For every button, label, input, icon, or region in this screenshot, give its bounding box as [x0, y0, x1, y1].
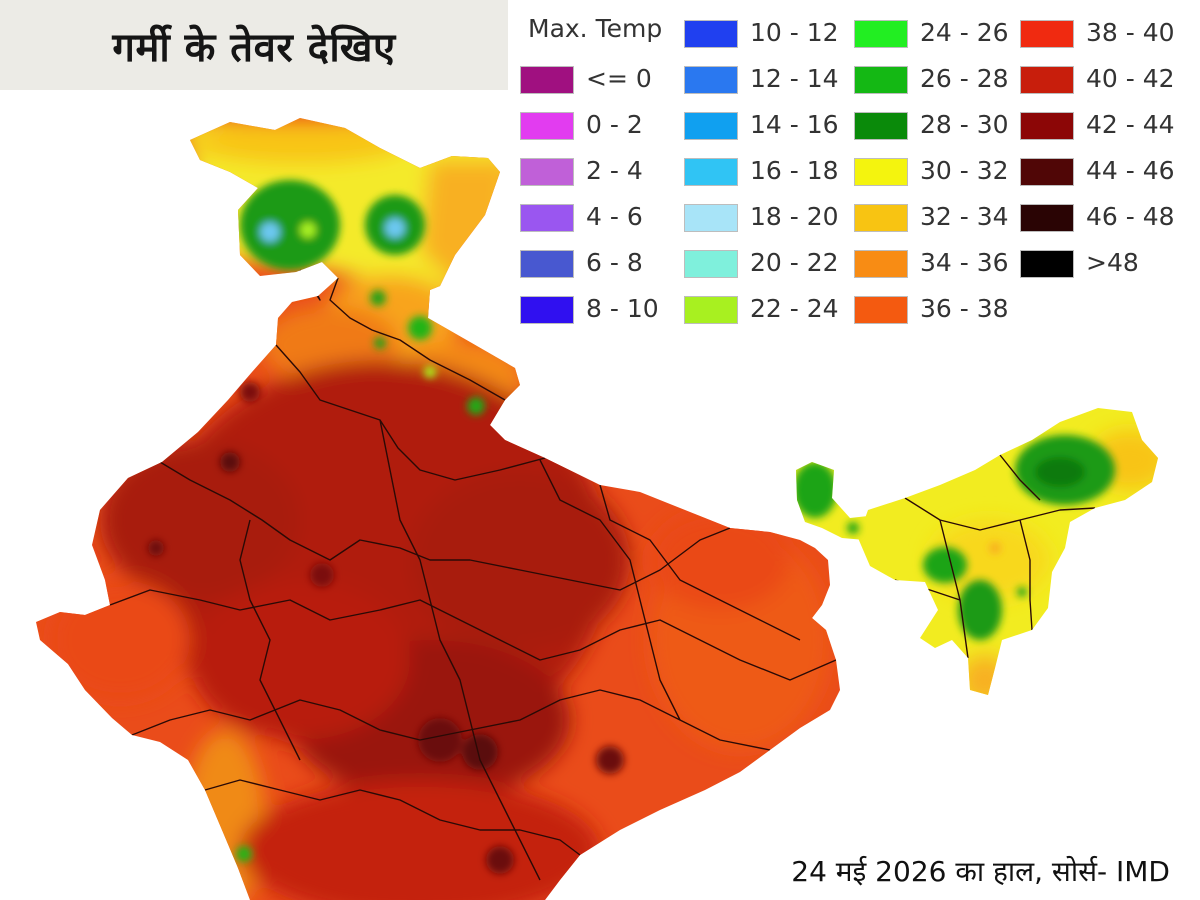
legend-label: 26 - 28	[920, 64, 1009, 93]
legend-swatch	[1020, 204, 1074, 232]
legend-swatch	[684, 66, 738, 94]
legend-swatch	[1020, 66, 1074, 94]
legend-item: 30 - 32	[854, 154, 1024, 190]
legend-swatch	[1020, 20, 1074, 48]
legend-label: 2 - 4	[586, 156, 643, 185]
legend-item: 22 - 24	[684, 292, 854, 328]
legend-swatch	[1020, 158, 1074, 186]
legend-label: 30 - 32	[920, 156, 1009, 185]
legend-swatch	[854, 20, 908, 48]
legend-label: 34 - 36	[920, 248, 1009, 277]
legend-label: 18 - 20	[750, 202, 839, 231]
legend-item: 46 - 48	[1020, 200, 1190, 236]
legend-label: 4 - 6	[586, 202, 643, 231]
legend-item: 6 - 8	[520, 246, 690, 282]
legend-label: 44 - 46	[1086, 156, 1175, 185]
legend-swatch	[684, 112, 738, 140]
legend-swatch	[1020, 250, 1074, 278]
legend-item: 12 - 14	[684, 62, 854, 98]
legend-swatch	[684, 296, 738, 324]
legend-label: 20 - 22	[750, 248, 839, 277]
legend-label: 16 - 18	[750, 156, 839, 185]
legend-item: 28 - 30	[854, 108, 1024, 144]
legend-label: 40 - 42	[1086, 64, 1175, 93]
legend-label: 38 - 40	[1086, 18, 1175, 47]
legend-title: Max. Temp	[528, 14, 663, 43]
legend-label: 28 - 30	[920, 110, 1009, 139]
legend-item: 32 - 34	[854, 200, 1024, 236]
legend-item: 34 - 36	[854, 246, 1024, 282]
legend-swatch	[854, 66, 908, 94]
legend-swatch	[854, 204, 908, 232]
legend-label: 24 - 26	[920, 18, 1009, 47]
legend-panel: Max. Temp <= 0 0 - 2 2 - 4 4 - 6 6 - 8 8 - 10…	[520, 4, 1200, 324]
legend-item: 44 - 46	[1020, 154, 1190, 190]
legend-item: 26 - 28	[854, 62, 1024, 98]
legend-swatch	[520, 250, 574, 278]
legend-item: <= 0	[520, 62, 690, 98]
legend-swatch	[854, 296, 908, 324]
legend-swatch	[520, 158, 574, 186]
legend-item: 8 - 10	[520, 292, 690, 328]
legend-swatch	[854, 158, 908, 186]
legend-label: <= 0	[586, 64, 652, 93]
legend-item: 20 - 22	[684, 246, 854, 282]
legend-item: 16 - 18	[684, 154, 854, 190]
legend-label: 6 - 8	[586, 248, 643, 277]
legend-item: 18 - 20	[684, 200, 854, 236]
legend-swatch	[684, 20, 738, 48]
legend-swatch	[854, 112, 908, 140]
legend-item: 36 - 38	[854, 292, 1024, 328]
legend-item: 40 - 42	[1020, 62, 1190, 98]
legend-label: 0 - 2	[586, 110, 643, 139]
legend-swatch	[684, 250, 738, 278]
legend-swatch	[854, 250, 908, 278]
headline-banner: गर्मी के तेवर देखिए	[0, 0, 508, 90]
legend-swatch	[684, 204, 738, 232]
legend-swatch	[684, 158, 738, 186]
legend-item: 4 - 6	[520, 200, 690, 236]
legend-label: 36 - 38	[920, 294, 1009, 323]
legend-label: 14 - 16	[750, 110, 839, 139]
legend-label: 46 - 48	[1086, 202, 1175, 231]
legend-label: 12 - 14	[750, 64, 839, 93]
legend-swatch	[520, 204, 574, 232]
legend-item: 42 - 44	[1020, 108, 1190, 144]
legend-item: 38 - 40	[1020, 16, 1190, 52]
legend-label: 10 - 12	[750, 18, 839, 47]
legend-item: 10 - 12	[684, 16, 854, 52]
legend-swatch	[520, 112, 574, 140]
source-caption: 24 मई 2026 का हाल, सोर्स- IMD	[791, 855, 1170, 888]
legend-item: >48	[1020, 246, 1190, 282]
legend-label: 42 - 44	[1086, 110, 1175, 139]
legend-item: 14 - 16	[684, 108, 854, 144]
legend-label: >48	[1086, 248, 1139, 277]
legend-swatch	[520, 296, 574, 324]
legend-label: 8 - 10	[586, 294, 659, 323]
legend-swatch	[520, 66, 574, 94]
legend-item: 24 - 26	[854, 16, 1024, 52]
northeast-heat-field	[796, 408, 1158, 695]
legend-item: 2 - 4	[520, 154, 690, 190]
legend-item: 0 - 2	[520, 108, 690, 144]
legend-label: 32 - 34	[920, 202, 1009, 231]
legend-label: 22 - 24	[750, 294, 839, 323]
legend-swatch	[1020, 112, 1074, 140]
headline-text: गर्मी के तेवर देखिए	[112, 24, 396, 71]
